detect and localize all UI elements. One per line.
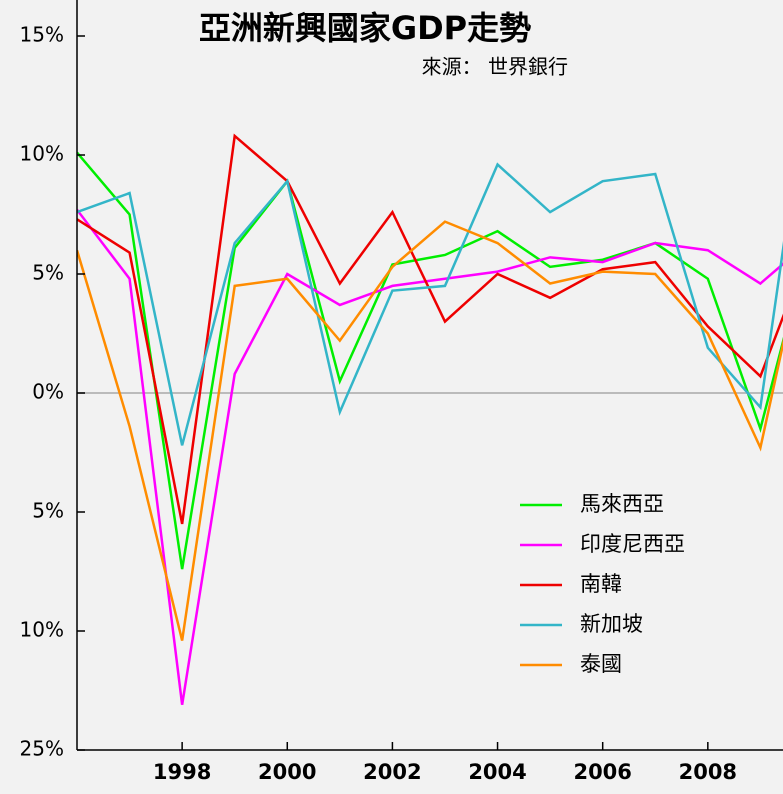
x-tick-label: 2004 — [468, 760, 526, 784]
y-tick-label: 25% — [20, 737, 64, 761]
chart-title: 亞洲新興國家GDP走勢 — [199, 9, 531, 47]
series-line — [77, 208, 783, 705]
series-line — [77, 220, 783, 641]
legend-label: 新加坡 — [580, 612, 643, 636]
y-tick-label: 10% — [20, 618, 64, 642]
y-tick-label: 15% — [20, 23, 64, 47]
x-tick-label: 2008 — [679, 760, 737, 784]
x-tick-label: 2000 — [258, 760, 316, 784]
legend-label: 泰國 — [580, 652, 622, 676]
x-tick-label: 1998 — [153, 760, 211, 784]
x-tick-label: 2002 — [363, 760, 421, 784]
legend-label: 印度尼西亞 — [580, 532, 685, 556]
legend-label: 馬來西亞 — [580, 492, 664, 516]
series-line — [77, 133, 783, 525]
subtitle: 來源： 世界銀行 — [422, 55, 568, 79]
series-line — [77, 151, 783, 570]
y-tick-label: 10% — [20, 142, 64, 166]
y-tick-label: 0% — [32, 380, 64, 404]
legend-label: 南韓 — [580, 572, 622, 596]
x-tick-label: 2006 — [573, 760, 631, 784]
y-tick-label: 5% — [32, 499, 64, 523]
y-tick-label: 5% — [32, 261, 64, 285]
series-line — [77, 162, 783, 446]
plot-area — [77, 133, 783, 705]
